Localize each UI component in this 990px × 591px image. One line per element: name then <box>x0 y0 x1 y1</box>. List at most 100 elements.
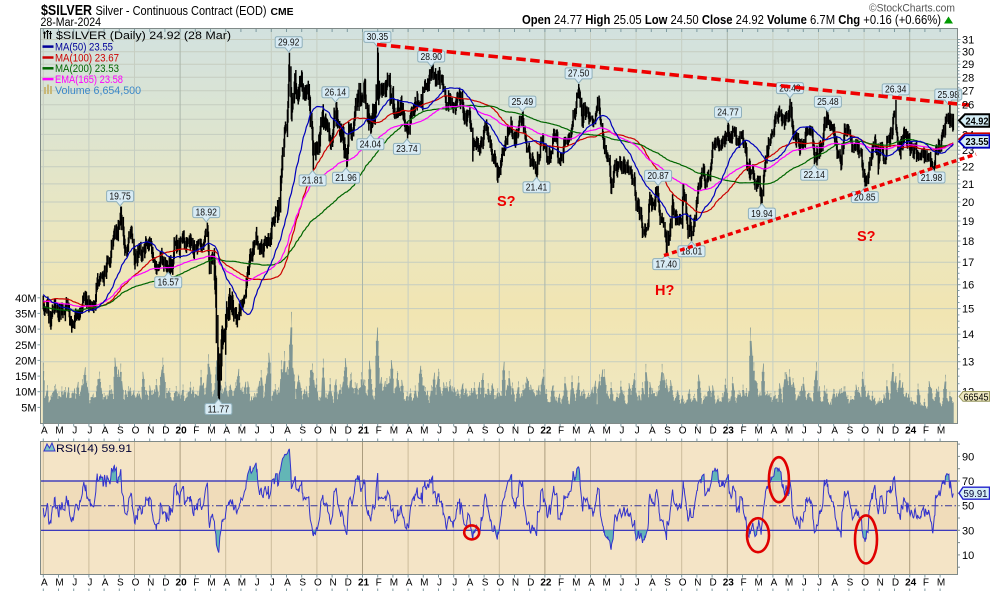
svg-text:MA(100) 23.67: MA(100) 23.67 <box>55 52 119 64</box>
svg-text:M: M <box>420 426 428 437</box>
svg-text:Volume 6,654,500: Volume 6,654,500 <box>55 85 141 97</box>
svg-text:S: S <box>117 426 124 437</box>
svg-text:10M: 10M <box>15 387 36 399</box>
svg-text:N: N <box>147 578 154 589</box>
svg-text:22: 22 <box>540 578 552 589</box>
svg-text:20: 20 <box>176 578 188 589</box>
svg-text:24: 24 <box>905 578 917 589</box>
svg-text:19.75: 19.75 <box>109 191 131 202</box>
svg-text:26.34: 26.34 <box>885 85 907 96</box>
svg-text:28.90: 28.90 <box>420 52 442 63</box>
svg-text:A: A <box>467 426 474 437</box>
svg-text:F: F <box>193 426 199 437</box>
svg-text:F: F <box>558 578 564 589</box>
svg-text:26.14: 26.14 <box>325 88 347 99</box>
svg-text:11.77: 11.77 <box>208 404 230 415</box>
svg-text:22.14: 22.14 <box>803 170 825 181</box>
svg-text:N: N <box>329 426 336 437</box>
svg-text:A: A <box>588 426 595 437</box>
svg-text:50: 50 <box>962 501 974 513</box>
svg-text:15: 15 <box>962 304 974 316</box>
svg-text:RSI(14) 59.91: RSI(14) 59.91 <box>56 443 132 455</box>
svg-text:O: O <box>314 426 322 437</box>
svg-text:M: M <box>55 578 63 589</box>
svg-text:M: M <box>572 426 580 437</box>
svg-text:D: D <box>709 426 716 437</box>
svg-text:25M: 25M <box>15 340 36 352</box>
svg-text:A: A <box>831 578 838 589</box>
svg-text:$SILVER: $SILVER <box>41 2 92 19</box>
svg-text:13: 13 <box>962 357 974 369</box>
svg-text:N: N <box>694 426 701 437</box>
svg-text:J: J <box>452 426 457 437</box>
svg-text:A: A <box>771 578 778 589</box>
svg-text:MA(200) 23.53: MA(200) 23.53 <box>55 63 119 75</box>
svg-text:A: A <box>771 426 778 437</box>
svg-text:30M: 30M <box>15 324 36 336</box>
svg-text:Silver - Continuous Contract (: Silver - Continuous Contract (EOD) <box>96 4 267 18</box>
svg-text:20: 20 <box>962 197 974 209</box>
svg-text:$SILVER (Daily) 24.92 (28 Mar): $SILVER (Daily) 24.92 (28 Mar) <box>56 30 231 42</box>
svg-text:J: J <box>635 426 640 437</box>
svg-text:N: N <box>147 426 154 437</box>
svg-text:F: F <box>193 578 199 589</box>
svg-text:16: 16 <box>962 280 974 292</box>
svg-text:29: 29 <box>962 59 974 71</box>
svg-text:A: A <box>406 426 413 437</box>
svg-text:F: F <box>558 426 564 437</box>
svg-text:MA(50) 23.55: MA(50) 23.55 <box>55 42 113 54</box>
svg-text:A: A <box>649 426 656 437</box>
svg-text:S: S <box>482 578 489 589</box>
svg-text:30: 30 <box>962 47 974 59</box>
svg-text:10: 10 <box>962 550 974 562</box>
svg-text:S: S <box>664 578 671 589</box>
svg-text:J: J <box>437 426 442 437</box>
svg-text:J: J <box>87 426 92 437</box>
svg-text:A: A <box>102 426 109 437</box>
svg-text:A: A <box>831 426 838 437</box>
svg-text:O: O <box>132 578 140 589</box>
svg-text:D: D <box>892 578 899 589</box>
svg-text:A: A <box>223 578 230 589</box>
svg-text:N: N <box>877 426 884 437</box>
svg-text:A: A <box>284 426 291 437</box>
svg-text:M: M <box>238 578 246 589</box>
svg-text:F: F <box>376 578 382 589</box>
svg-text:O: O <box>132 426 140 437</box>
svg-text:J: J <box>72 426 77 437</box>
svg-text:M: M <box>420 578 428 589</box>
svg-text:23: 23 <box>723 426 735 437</box>
svg-text:D: D <box>892 426 899 437</box>
svg-text:24: 24 <box>905 426 917 437</box>
svg-text:M: M <box>390 578 398 589</box>
svg-text:20.87: 20.87 <box>647 171 669 182</box>
svg-text:J: J <box>802 578 807 589</box>
svg-text:21.96: 21.96 <box>335 173 357 184</box>
svg-text:18.01: 18.01 <box>681 247 703 258</box>
svg-text:CME: CME <box>271 6 294 18</box>
svg-text:S: S <box>482 426 489 437</box>
svg-text:18.92: 18.92 <box>195 207 217 218</box>
svg-text:M: M <box>207 578 215 589</box>
svg-text:S: S <box>664 426 671 437</box>
svg-text:N: N <box>329 578 336 589</box>
svg-text:D: D <box>709 578 716 589</box>
svg-text:23: 23 <box>723 578 735 589</box>
svg-text:O: O <box>496 426 504 437</box>
svg-text:20M: 20M <box>15 355 36 367</box>
svg-text:EMA(165) 23.58: EMA(165) 23.58 <box>55 74 123 86</box>
svg-text:A: A <box>41 426 48 437</box>
svg-text:M: M <box>238 426 246 437</box>
svg-text:O: O <box>314 578 322 589</box>
svg-text:M: M <box>755 426 763 437</box>
svg-text:N: N <box>512 578 519 589</box>
svg-text:S: S <box>117 578 124 589</box>
svg-text:A: A <box>649 578 656 589</box>
svg-text:22: 22 <box>540 426 552 437</box>
svg-text:16.57: 16.57 <box>157 278 179 289</box>
svg-text:19.94: 19.94 <box>751 209 773 220</box>
svg-text:©StockCharts.com: ©StockCharts.com <box>869 3 955 15</box>
svg-text:M: M <box>603 426 611 437</box>
svg-text:O: O <box>496 578 504 589</box>
svg-text:26: 26 <box>962 100 974 112</box>
